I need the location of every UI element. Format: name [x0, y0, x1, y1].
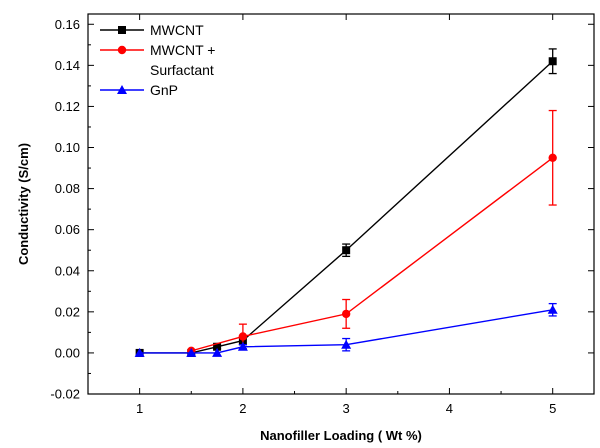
y-tick-label: 0.06 — [55, 222, 80, 237]
data-point — [341, 309, 351, 319]
legend-label: MWCNT — [150, 22, 204, 38]
y-tick-label: 0.16 — [55, 17, 80, 32]
legend-label: Surfactant — [150, 62, 214, 78]
legend-marker — [117, 45, 127, 55]
data-point — [186, 347, 197, 357]
series-line — [139, 309, 553, 354]
legend-entry: GnP — [100, 82, 178, 98]
legend: MWCNT MWCNT + Surfactant GnP — [100, 22, 215, 98]
x-tick-label: 1 — [136, 401, 143, 416]
data-point — [342, 246, 351, 255]
data-point — [134, 347, 145, 357]
data-point — [213, 342, 222, 351]
series-layer — [134, 48, 558, 357]
x-axis-title: Nanofiller Loading ( Wt %) — [260, 428, 422, 443]
legend-label: MWCNT + — [150, 42, 215, 58]
data-point — [238, 332, 248, 341]
data-point — [547, 304, 558, 314]
plot-frame — [87, 13, 595, 395]
x-tick-label: 4 — [446, 401, 453, 416]
y-tick-label: 0.00 — [55, 345, 80, 360]
y-axis-title: Conductivity (S/cm) — [16, 143, 31, 265]
y-tick-label: -0.02 — [50, 387, 80, 402]
data-point — [548, 153, 557, 162]
legend-marker — [117, 85, 127, 94]
series-gnp — [134, 302, 558, 357]
legend-marker — [118, 26, 126, 34]
data-point — [341, 339, 352, 349]
data-point — [548, 57, 557, 66]
y-tick-label: 0.08 — [55, 181, 80, 196]
x-tick-label: 3 — [343, 401, 350, 416]
series-line — [191, 157, 554, 352]
y-tick-label: 0.04 — [55, 263, 80, 278]
y-tick-label: 0.02 — [55, 304, 80, 319]
y-tick-label: 0.12 — [55, 99, 80, 114]
legend-label: GnP — [150, 82, 178, 98]
data-point — [237, 341, 248, 351]
data-point — [212, 347, 223, 357]
y-tick-label: 0.14 — [55, 58, 80, 73]
x-tick-label: 5 — [549, 401, 556, 416]
legend-entry: MWCNT + Surfactant — [100, 42, 215, 78]
axes: -0.02 0.00 0.02 0.04 0.06 0.08 0.10 0.12 0.14 0.1… — [50, 13, 595, 416]
x-tick-label: 2 — [239, 401, 246, 416]
legend-entry: MWCNT — [100, 22, 204, 38]
y-tick-label: 0.10 — [55, 140, 80, 155]
